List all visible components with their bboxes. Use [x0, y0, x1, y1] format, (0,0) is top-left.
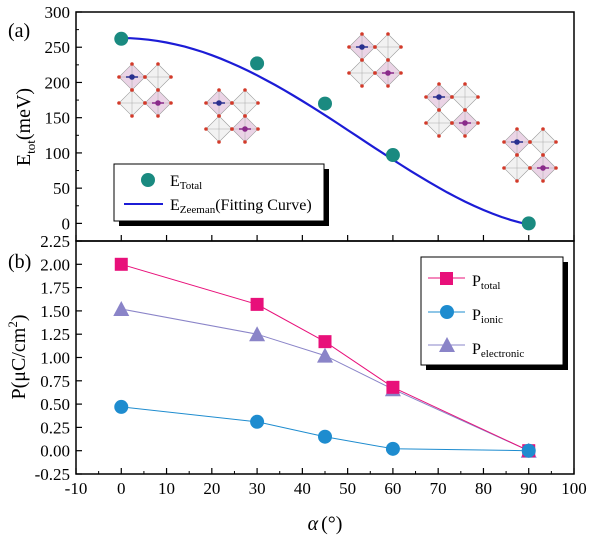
panel-a-legend: ETotal EZeeman(Fitting Curve) [113, 163, 329, 226]
panel-b-y-tick-label: 1.00 [40, 349, 70, 368]
inset-structure-45deg [347, 32, 403, 88]
legend-ptotal-marker [440, 272, 453, 285]
p-total-point [318, 335, 332, 349]
panel-b-y-tick-label: 2.00 [40, 255, 70, 274]
panel-b-x-tick-label: 100 [561, 479, 587, 498]
panel-a-y-tick-label: 300 [45, 3, 71, 22]
panel-b-y-tick-label: 0.75 [40, 372, 70, 391]
legend-pelectronic-label: Pelectronic [472, 341, 524, 360]
panel-b-y-tick-label: -0.25 [35, 465, 70, 484]
panel-b-x-tick-label: 40 [294, 479, 311, 498]
panel-b-x-tick-label: 0 [117, 479, 126, 498]
panel-b-y-tick-label: 1.50 [40, 302, 70, 321]
p-ionic-point [521, 443, 536, 458]
panel-a-y-axis-label: Etot(meV) [13, 88, 38, 166]
p-total-point [250, 297, 264, 311]
legend-etotal-marker [141, 173, 155, 187]
panel-b-x-tick-label: 90 [520, 479, 537, 498]
p-ionic-point [385, 441, 400, 456]
panel-b-x-tick-label: 70 [430, 479, 447, 498]
panel-b-y-axis-label: P(μC/cm2) [5, 314, 30, 399]
panel-b-y-tick-label: 0.00 [40, 442, 70, 461]
p-total-point [114, 257, 128, 271]
legend-pelectronic-marker [439, 337, 455, 352]
inset-structure-90deg [502, 127, 558, 183]
panel-b-y-tick-label: 1.25 [40, 325, 70, 344]
panel-b-y-tick-label: 2.25 [40, 232, 70, 251]
etotal-point [250, 56, 265, 71]
panel-b-y-tick-label: 0.50 [40, 395, 70, 414]
legend-ezeeman-label: EZeeman(Fitting Curve) [170, 197, 312, 216]
panel-b-x-tick-label: 10 [158, 479, 175, 498]
legend-pionic-marker [440, 305, 454, 319]
p-electronic-point [113, 301, 130, 317]
p-total-point [386, 380, 400, 394]
p-electronic-point [317, 347, 333, 363]
inset-structure-0deg [117, 62, 173, 118]
panel-b-x-tick-label: 50 [339, 479, 356, 498]
panel-a-y-tick-label: 0 [62, 214, 71, 233]
panel-a-y-tick-label: 200 [45, 73, 71, 92]
p-ionic-point [250, 414, 265, 429]
panel-a-y-tick-label: 100 [45, 144, 71, 163]
panel-a-y-tick-label: 150 [45, 109, 71, 128]
panel-b-x-tick-label: 30 [249, 479, 266, 498]
panel-b-y-tick-label: 0.25 [40, 418, 70, 437]
inset-structure-60deg [424, 82, 480, 138]
panel-a-label: (a) [8, 20, 30, 42]
p-ionic-point [114, 399, 129, 414]
legend-etotal-label: ETotal [170, 173, 202, 192]
etotal-point [521, 216, 536, 231]
panel-a-y-tick-label: 50 [53, 179, 70, 198]
crystal-structure-insets [117, 32, 558, 183]
legend-ptotal-label: Ptotal [472, 273, 500, 292]
panel-b-x-tick-label: 80 [475, 479, 492, 498]
panel-b-label: (b) [8, 251, 31, 273]
etotal-point [114, 31, 129, 46]
p-ionic-point [318, 429, 332, 444]
legend-pionic-label: Pionic [472, 307, 503, 326]
panel-b-x-tick-label: 60 [384, 479, 401, 498]
panel-b-legend: Ptotal Pionic Pelectronic [420, 256, 568, 370]
p-electronic-point [249, 326, 266, 342]
series-line-ionic [121, 406, 529, 452]
panel-b-y-tick-label: 1.75 [40, 279, 70, 298]
ezeeman-fit-curve [121, 37, 529, 226]
x-axis-label: α (°) [308, 513, 343, 535]
etotal-point [385, 148, 400, 163]
inset-structure-30deg [204, 88, 260, 144]
panel-b-x-tick-label: 20 [203, 479, 220, 498]
panel-b-x-tick-label: -10 [65, 479, 88, 498]
etotal-point [318, 96, 332, 111]
panel-a-y-tick-label: 250 [45, 38, 71, 57]
